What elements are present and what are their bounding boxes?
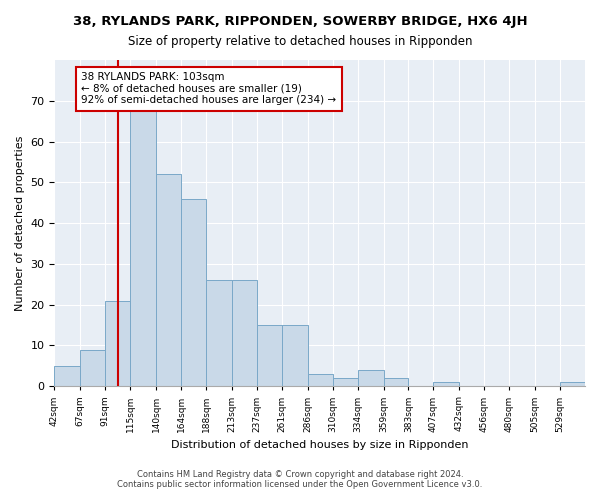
Bar bbox=[358, 370, 383, 386]
Text: 38, RYLANDS PARK, RIPPONDEN, SOWERBY BRIDGE, HX6 4JH: 38, RYLANDS PARK, RIPPONDEN, SOWERBY BRI… bbox=[73, 15, 527, 28]
X-axis label: Distribution of detached houses by size in Ripponden: Distribution of detached houses by size … bbox=[171, 440, 469, 450]
Bar bbox=[156, 174, 181, 386]
Bar bbox=[105, 300, 130, 386]
Y-axis label: Number of detached properties: Number of detached properties bbox=[15, 136, 25, 311]
Text: Size of property relative to detached houses in Ripponden: Size of property relative to detached ho… bbox=[128, 35, 472, 48]
Bar bbox=[433, 382, 460, 386]
Bar bbox=[560, 382, 585, 386]
Text: 38 RYLANDS PARK: 103sqm
← 8% of detached houses are smaller (19)
92% of semi-det: 38 RYLANDS PARK: 103sqm ← 8% of detached… bbox=[82, 72, 337, 106]
Text: Contains HM Land Registry data © Crown copyright and database right 2024.
Contai: Contains HM Land Registry data © Crown c… bbox=[118, 470, 482, 489]
Bar bbox=[206, 280, 232, 386]
Bar bbox=[130, 109, 156, 386]
Bar bbox=[257, 325, 282, 386]
Bar bbox=[55, 366, 80, 386]
Bar bbox=[282, 325, 308, 386]
Bar bbox=[181, 198, 206, 386]
Bar bbox=[80, 350, 105, 387]
Bar bbox=[308, 374, 332, 386]
Bar bbox=[232, 280, 257, 386]
Bar bbox=[383, 378, 409, 386]
Bar bbox=[332, 378, 358, 386]
